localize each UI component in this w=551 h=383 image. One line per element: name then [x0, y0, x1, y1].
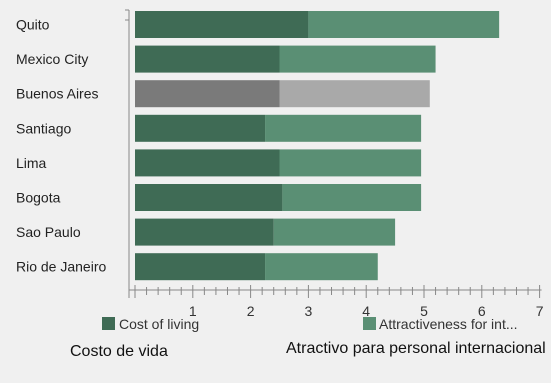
bar-attractiveness-rio-de-janeiro: [265, 253, 378, 281]
x-tick-label: 5: [420, 303, 428, 319]
bar-cost-of-living-mexico-city: [135, 45, 280, 73]
bar-cost-of-living-lima: [135, 149, 280, 177]
caption-attractiveness: Atractivo para personal internacional: [286, 340, 546, 357]
category-label: Quito: [16, 17, 50, 33]
legend: Cost of living Attractiveness for int...: [102, 316, 518, 332]
bar-cost-of-living-rio-de-janeiro: [135, 253, 266, 281]
bar-attractiveness-lima: [279, 149, 422, 177]
legend-swatch-attractiveness: [363, 317, 376, 330]
x-tick-label: 2: [247, 303, 255, 319]
category-labels: Quito Mexico City Buenos Aires Santiago Lima…: [16, 17, 106, 275]
bar-cost-of-living-quito: [135, 11, 309, 38]
bar-attractiveness-sao-paulo: [273, 218, 396, 246]
bar-cost-of-living-sao-paulo: [135, 218, 274, 246]
bar-cost-of-living-santiago: [135, 114, 266, 142]
bar-cost-of-living-bogota: [135, 184, 283, 211]
bar-attractiveness-quito: [308, 11, 500, 38]
caption-cost-of-living: Costo de vida: [70, 343, 168, 360]
bar-attractiveness-bogota: [282, 184, 422, 211]
category-label: Bogota: [16, 190, 61, 206]
category-label: Santiago: [16, 120, 71, 136]
bar-attractiveness-mexico-city: [279, 45, 436, 73]
x-axis: 1 2 3 4 5 6 7: [125, 9, 544, 319]
x-tick-label: 7: [536, 303, 544, 319]
legend-label-cost-of-living: Cost of living: [119, 316, 199, 332]
x-tick-label: 1: [189, 303, 197, 319]
category-label: Mexico City: [16, 51, 88, 67]
x-tick-label: 3: [305, 303, 313, 319]
x-tick-label: 4: [362, 303, 370, 319]
bar-attractiveness-santiago: [265, 114, 422, 142]
category-label: Rio de Janeiro: [16, 259, 106, 275]
category-label: Lima: [16, 155, 47, 171]
category-label: Buenos Aires: [16, 86, 99, 102]
bars: [135, 11, 500, 281]
category-label: Sao Paulo: [16, 224, 81, 240]
bar-attractiveness-buenos-aires: [279, 80, 430, 108]
legend-swatch-cost-of-living: [102, 317, 115, 330]
x-tick-label: 6: [478, 303, 486, 319]
legend-label-attractiveness: Attractiveness for int...: [379, 316, 518, 332]
bar-cost-of-living-buenos-aires: [135, 80, 280, 108]
